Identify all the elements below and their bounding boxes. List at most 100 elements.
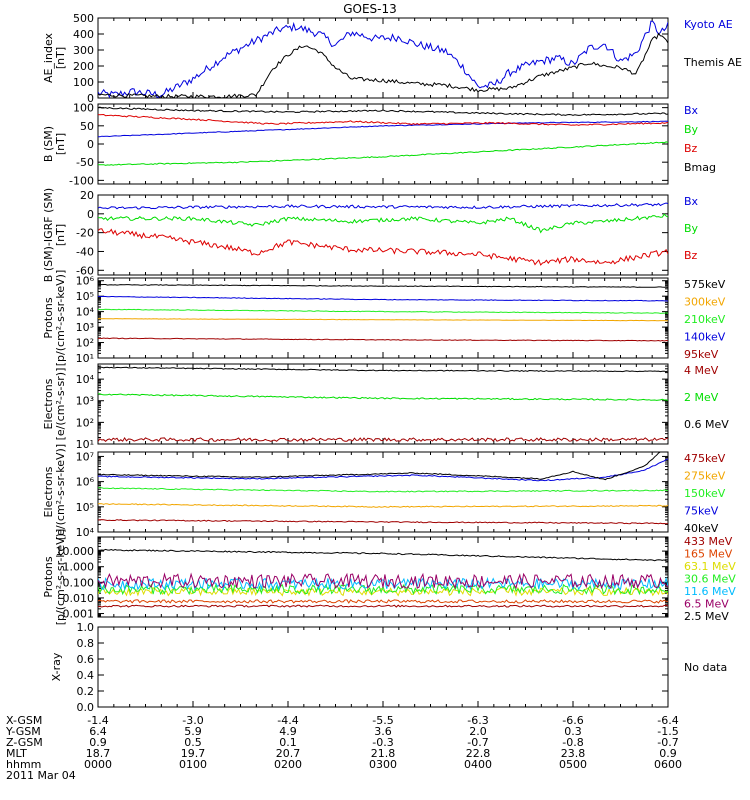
footer-value: 2.0 xyxy=(469,725,487,738)
footer-value: -0.8 xyxy=(562,736,583,749)
panel-bigrf: -60 -40 -20 0 20 B (SM)-IGRF (SM) [nT] Bx By Bz xyxy=(42,188,699,282)
series-line-bz xyxy=(98,228,668,266)
y-tick-label: 1.0 xyxy=(77,621,95,634)
series-group xyxy=(98,548,668,608)
y-tick-label: 100 xyxy=(73,102,94,115)
footer-value: 0.3 xyxy=(564,725,582,738)
series-group xyxy=(98,283,668,342)
footer-row-label: Y-GSM xyxy=(5,725,41,738)
y-axis-label: [e/(cm²-s-sr-keV)] xyxy=(54,444,67,540)
panel-electrons1: 10¹ 10² 10³ 10⁴ Electrons [e/(cm²-s-sr)] 4 MeV… xyxy=(42,363,729,451)
footer-value: -0.7 xyxy=(657,736,678,749)
y-tick-label: 300 xyxy=(73,44,94,57)
footer-value: 22.8 xyxy=(466,747,491,760)
series-line-by xyxy=(98,141,668,166)
legend-entry-30-6-mev: 30.6 MeV xyxy=(684,573,736,586)
series-line-2-5-mev xyxy=(98,548,668,562)
legend-entry-475kev: 475keV xyxy=(684,452,726,465)
footer-value: -6.3 xyxy=(467,714,488,727)
series-line-433-mev xyxy=(98,604,668,608)
y-axis-label: Protons xyxy=(42,297,55,338)
y-tick-label: -50 xyxy=(76,156,94,169)
y-tick-label: 0 xyxy=(87,138,94,151)
y-tick-label: 50 xyxy=(80,120,94,133)
plot-title: GOES-13 xyxy=(343,2,397,16)
footer-value: 6.4 xyxy=(89,725,107,738)
y-tick-label: 0.2 xyxy=(77,685,95,698)
y-tick-label: 0.4 xyxy=(77,669,95,682)
footer-row-label: MLT xyxy=(6,747,27,760)
legend-entry-by: By xyxy=(684,222,699,235)
footer-date: 2011 Mar 04 xyxy=(6,769,76,782)
y-tick-label: 10⁵ xyxy=(76,501,94,514)
series-group xyxy=(98,452,668,525)
y-axis-label: Electrons xyxy=(42,466,55,517)
panel-bsm: -100 -50 0 50 100 B (SM) [nT] Bx By Bz Bmag xyxy=(42,102,716,188)
legend-entry-6-5-mev: 6.5 MeV xyxy=(684,598,729,611)
y-tick-label: 10⁴ xyxy=(76,373,95,386)
y-axis-label: [nT] xyxy=(54,133,67,155)
y-tick-label: 200 xyxy=(73,60,94,73)
y-tick-label: 10¹ xyxy=(76,352,94,365)
footer-value: 0300 xyxy=(369,758,397,771)
y-tick-label: 100 xyxy=(73,76,94,89)
series-line-2-mev xyxy=(98,393,668,401)
series-line-95kev xyxy=(98,337,668,342)
series-line-40kev xyxy=(98,452,661,481)
legend-entry-300kev: 300keV xyxy=(684,296,726,309)
y-tick-label: 10⁴ xyxy=(76,306,95,319)
legend-entry-bx: Bx xyxy=(684,195,699,208)
panel-frame xyxy=(97,103,669,185)
legend-entry-bmag: Bmag xyxy=(684,161,716,174)
y-tick-label: 10⁶ xyxy=(76,476,95,489)
legend-entry-11-6-mev: 11.6 MeV xyxy=(684,585,736,598)
series-line-0-6-mev xyxy=(98,366,668,373)
legend-entry-2-mev: 2 MeV xyxy=(684,391,719,404)
legend-entry-bz: Bz xyxy=(684,249,698,262)
y-axis-label: [e/(cm²-s-sr)] xyxy=(54,368,67,441)
y-axis-label: AE_index xyxy=(42,32,55,83)
footer-value: 0500 xyxy=(559,758,587,771)
y-tick-label: 10² xyxy=(76,416,94,429)
legend-entry-575kev: 575keV xyxy=(684,278,726,291)
panel-xray: 0.0 0.2 0.4 0.6 0.8 1.0 X-ray No data xyxy=(50,621,727,714)
y-tick-label: 10⁴ xyxy=(76,526,95,539)
footer-value: 18.7 xyxy=(86,747,111,760)
footer-value: 0.9 xyxy=(89,736,107,749)
y-tick-label: 0.6 xyxy=(77,653,95,666)
footer-row-label: hhmm xyxy=(6,758,41,771)
legend-entry-275kev: 275keV xyxy=(684,470,726,483)
y-tick-label: 500 xyxy=(73,12,94,25)
footer-value: -3.0 xyxy=(182,714,203,727)
legend-entry-4-mev: 4 MeV xyxy=(684,364,719,377)
footer-value: 4.9 xyxy=(279,725,297,738)
footer-value: -0.7 xyxy=(467,736,488,749)
y-tick-label: 0 xyxy=(87,92,94,105)
legend-entry-2-5-mev: 2.5 MeV xyxy=(684,610,729,623)
legend-entry-210kev: 210keV xyxy=(684,313,726,326)
panel-frame xyxy=(97,626,669,708)
series-line-bx xyxy=(98,202,668,210)
footer-value: 23.8 xyxy=(561,747,586,760)
y-axis-label: Electrons xyxy=(42,378,55,429)
footer-value: -6.4 xyxy=(657,714,678,727)
y-tick-label: 0.8 xyxy=(77,637,95,650)
no-data-label: No data xyxy=(684,661,727,674)
series-group xyxy=(98,366,668,443)
y-axis-label: [nT] xyxy=(54,224,67,246)
y-tick-label: 10.000 xyxy=(56,545,95,558)
footer-value: 0400 xyxy=(464,758,492,771)
y-axis-label: B (SM) xyxy=(42,126,55,162)
footer-value: 5.9 xyxy=(184,725,202,738)
footer-value: 21.8 xyxy=(371,747,396,760)
y-tick-label: 10³ xyxy=(76,395,94,408)
footer-value: -5.5 xyxy=(372,714,393,727)
panel-electrons2: 10⁴ 10⁵ 10⁶ 10⁷ Electrons [e/(cm²-s-sr-keV)] 4… xyxy=(42,444,726,540)
footer-value: 20.7 xyxy=(276,747,301,760)
series-line-bz xyxy=(98,113,668,126)
y-tick-label: 0.001 xyxy=(63,608,95,621)
series-line-165-mev xyxy=(98,599,668,604)
series-line-140kev xyxy=(98,295,668,302)
